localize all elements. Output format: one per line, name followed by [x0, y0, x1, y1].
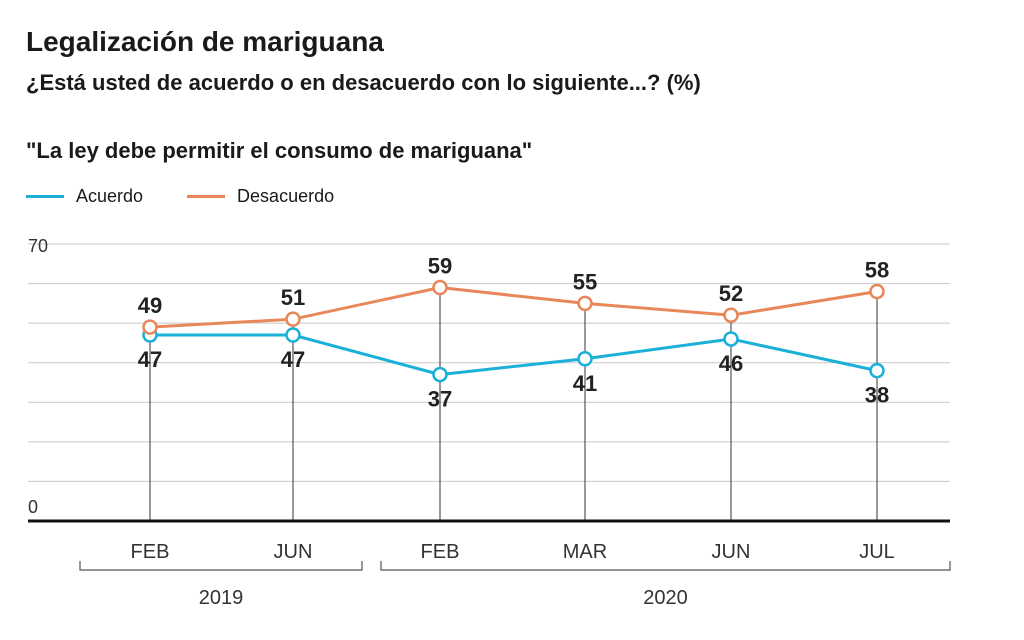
legend: Acuerdo Desacuerdo: [26, 184, 378, 208]
data-label-desacuerdo-1: 51: [281, 285, 305, 310]
data-label-desacuerdo-0: 49: [138, 293, 162, 318]
data-point-desacuerdo-4: [723, 307, 739, 323]
data-point-acuerdo-2: [432, 366, 448, 383]
page-subtitle: ¿Está usted de acuerdo o en desacuerdo c…: [26, 70, 701, 95]
year-label-2019: 2019: [199, 587, 244, 609]
data-label-acuerdo-5: 38: [865, 383, 889, 408]
series-line-desacuerdo: [149, 286, 878, 329]
x-tick-label-2: FEB: [421, 541, 460, 563]
data-label-desacuerdo-5: 58: [865, 257, 889, 282]
x-tick-label-4: JUN: [712, 541, 751, 563]
y-tick-label-0: 0: [28, 497, 38, 517]
data-point-desacuerdo-0: [142, 319, 158, 335]
data-label-desacuerdo-2: 59: [428, 254, 452, 279]
data-point-acuerdo-3: [577, 351, 593, 367]
x-tick-label-5: JUL: [859, 541, 895, 563]
year-bracket-2020: [380, 561, 951, 571]
legend-swatch-desacuerdo: [187, 194, 226, 198]
x-tick-label-3: MAR: [563, 541, 607, 563]
y-tick-label-70: 70: [28, 236, 48, 256]
data-label-desacuerdo-4: 52: [719, 281, 743, 306]
legend-label-acuerdo: Acuerdo: [76, 185, 144, 206]
data-point-desacuerdo-5: [869, 283, 885, 300]
data-label-acuerdo-0: 47: [138, 347, 162, 372]
data-label-desacuerdo-3: 55: [573, 269, 597, 294]
data-label-acuerdo-1: 47: [281, 347, 305, 372]
data-point-acuerdo-4: [723, 331, 739, 347]
legend-swatch-acuerdo: [26, 194, 64, 198]
legend-label-desacuerdo: Desacuerdo: [237, 185, 335, 206]
x-tick-label-0: FEB: [131, 541, 170, 563]
year-bracket-2019: [79, 561, 363, 571]
data-point-acuerdo-1: [285, 327, 301, 343]
data-point-desacuerdo-2: [432, 279, 448, 296]
legend-item-desacuerdo: Desacuerdo: [187, 186, 334, 207]
legend-item-acuerdo: Acuerdo: [26, 186, 143, 207]
data-point-acuerdo-5: [869, 362, 885, 379]
data-point-desacuerdo-3: [577, 295, 593, 312]
page-title: Legalización de mariguana: [26, 26, 384, 57]
x-tick-label-1: JUN: [274, 541, 313, 563]
data-point-desacuerdo-1: [285, 311, 301, 327]
data-label-acuerdo-4: 46: [719, 351, 743, 376]
data-label-acuerdo-3: 41: [573, 371, 597, 396]
year-label-2020: 2020: [643, 587, 688, 609]
chart-title: "La ley debe permitir el consumo de mari…: [26, 138, 533, 163]
series-line-acuerdo: [150, 333, 878, 377]
data-label-acuerdo-2: 37: [428, 387, 452, 412]
